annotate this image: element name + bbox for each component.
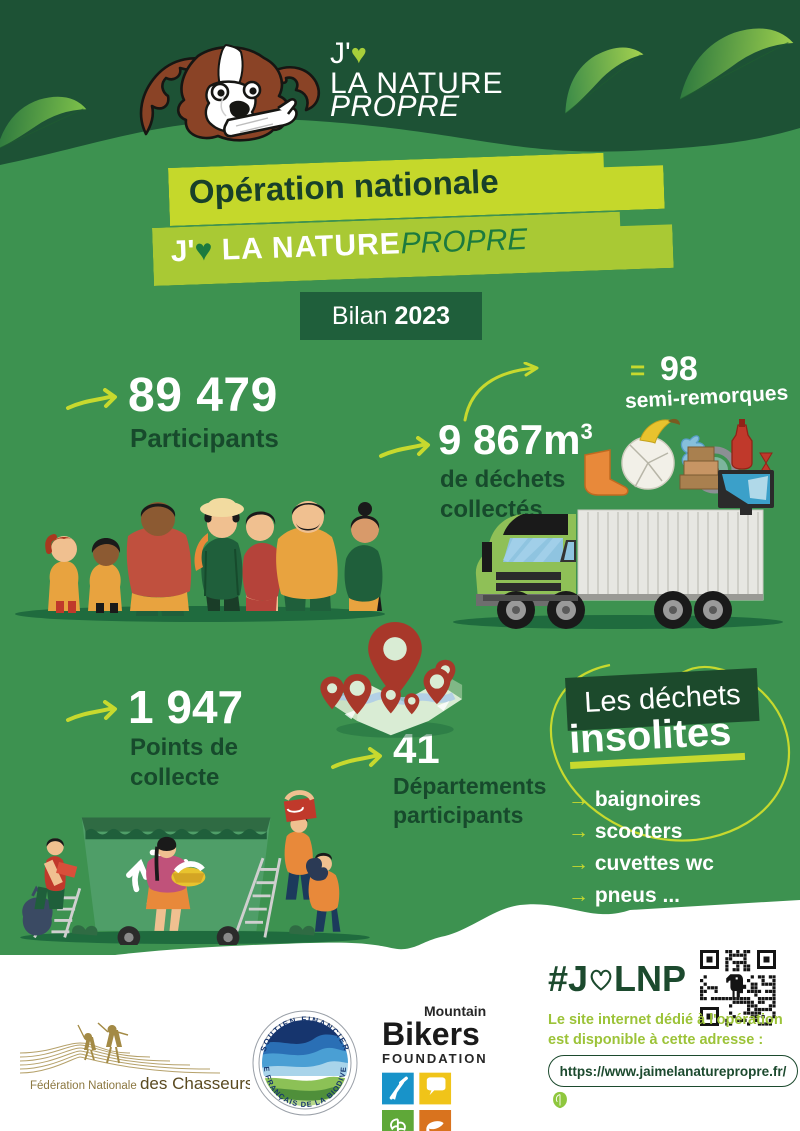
svg-text:Fédération Nationale des Chass: Fédération Nationale des Chasseurs (30, 1074, 250, 1093)
